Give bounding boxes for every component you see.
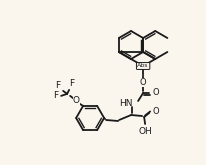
Text: F: F xyxy=(55,81,60,90)
Text: F: F xyxy=(53,91,59,100)
Text: HN: HN xyxy=(119,99,132,109)
Text: O: O xyxy=(72,96,79,105)
Text: F: F xyxy=(69,79,74,88)
Text: OH: OH xyxy=(138,127,151,136)
Text: Abs: Abs xyxy=(137,64,148,68)
Text: O: O xyxy=(151,106,158,115)
Text: O: O xyxy=(151,88,158,98)
Text: O: O xyxy=(139,79,146,87)
